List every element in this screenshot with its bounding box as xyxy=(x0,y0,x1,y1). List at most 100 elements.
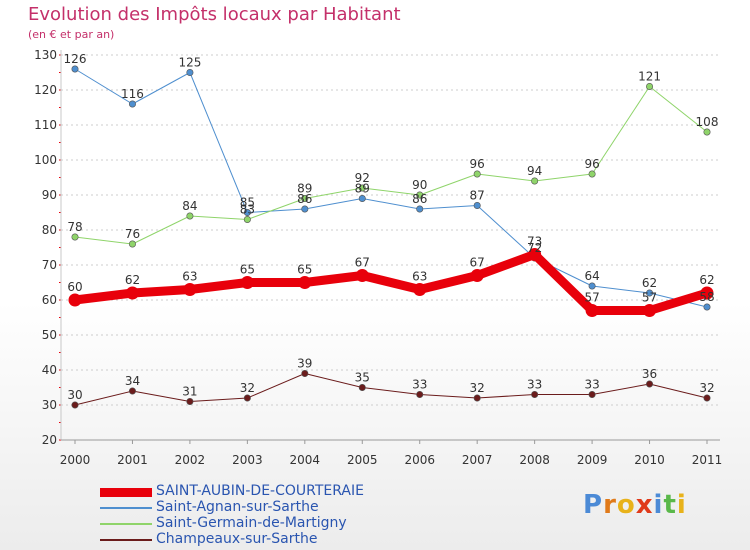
data-label: 31 xyxy=(182,385,197,399)
data-label: 65 xyxy=(297,263,312,277)
data-point xyxy=(531,177,539,185)
data-point xyxy=(125,286,139,300)
data-point xyxy=(358,195,366,203)
series-line xyxy=(74,68,708,308)
series-Champeaux-sur-Sarthe xyxy=(71,369,711,409)
x-tick-label: 2006 xyxy=(404,453,435,467)
y-tick-label: 20 xyxy=(42,433,57,447)
y-tick-label: 120 xyxy=(34,83,57,97)
data-label: 62 xyxy=(699,273,714,287)
data-point xyxy=(528,248,542,261)
data-point xyxy=(68,293,82,307)
legend-swatch xyxy=(100,507,152,509)
data-point xyxy=(588,170,596,178)
series-SAINT-AUBIN-DE-COURTERAIE xyxy=(68,248,714,317)
x-tick-label: 2003 xyxy=(232,453,263,467)
x-tick-labels: 2000 2001 2002 2003 2004 2005 2006 2007 2008 2009… xyxy=(60,453,723,467)
data-point xyxy=(243,216,251,224)
data-point xyxy=(416,390,424,398)
data-label: 86 xyxy=(297,192,312,206)
data-label: 62 xyxy=(642,276,657,290)
y-tick-label: 30 xyxy=(42,398,57,412)
data-label: 32 xyxy=(470,381,485,395)
proxiti-logo: Proxiti xyxy=(583,490,687,520)
data-label: 126 xyxy=(64,52,87,66)
data-point xyxy=(531,390,539,398)
data-label: 87 xyxy=(470,189,485,203)
data-point xyxy=(186,397,194,405)
data-point xyxy=(703,394,711,402)
series-Saint-Agnan-sur-Sarthe xyxy=(71,65,711,311)
data-point xyxy=(301,369,309,377)
data-label: 72 xyxy=(527,241,542,255)
data-point xyxy=(243,394,251,402)
legend-label: Saint-Germain-de-Martigny xyxy=(156,515,347,531)
data-point xyxy=(71,401,79,409)
data-label: 85 xyxy=(240,196,255,210)
x-tick-label: 2010 xyxy=(634,453,665,467)
data-point xyxy=(416,205,424,213)
data-point xyxy=(585,304,599,317)
logo-letter: t xyxy=(663,490,677,520)
data-point xyxy=(358,184,366,192)
grid-lines xyxy=(61,54,720,441)
data-point xyxy=(588,390,596,398)
data-label: 67 xyxy=(355,256,370,270)
data-label: 57 xyxy=(642,291,657,305)
data-point xyxy=(71,65,79,73)
series-line xyxy=(74,86,708,245)
data-point xyxy=(646,83,654,91)
data-label: 125 xyxy=(178,56,201,70)
axes xyxy=(59,50,720,444)
data-point xyxy=(588,282,596,290)
logo-letter: i xyxy=(676,490,687,520)
data-label: 90 xyxy=(412,178,427,192)
data-point xyxy=(243,209,251,217)
data-point xyxy=(355,269,369,282)
data-label: 32 xyxy=(240,381,255,395)
data-point xyxy=(473,202,481,210)
x-tick-label: 2004 xyxy=(290,453,321,467)
x-tick-label: 2007 xyxy=(462,453,493,467)
data-label: 33 xyxy=(527,378,542,392)
data-point xyxy=(71,233,79,241)
data-label: 35 xyxy=(355,371,370,385)
x-tick-label: 2000 xyxy=(60,453,91,467)
y-tick-label: 60 xyxy=(42,293,57,307)
data-label: 89 xyxy=(355,182,370,196)
data-point xyxy=(301,205,309,213)
data-label: 60 xyxy=(67,280,82,294)
data-point xyxy=(128,100,136,108)
data-point xyxy=(416,191,424,199)
data-point xyxy=(128,387,136,395)
legend-label: SAINT-AUBIN-DE-COURTERAIE xyxy=(156,483,364,499)
data-point xyxy=(646,380,654,388)
data-label: 63 xyxy=(412,270,427,284)
data-point xyxy=(700,286,714,300)
data-label: 73 xyxy=(527,235,542,249)
chart-subtitle: (en € et par an) xyxy=(28,28,115,41)
data-label: 121 xyxy=(638,70,661,84)
legend-label: Saint-Agnan-sur-Sarthe xyxy=(156,499,319,515)
y-tick-label: 50 xyxy=(42,328,57,342)
data-point xyxy=(473,170,481,178)
data-point xyxy=(240,276,254,289)
data-label: 33 xyxy=(584,378,599,392)
data-point xyxy=(128,240,136,248)
data-label: 86 xyxy=(412,192,427,206)
x-tick-label: 2001 xyxy=(117,453,148,467)
data-label: 89 xyxy=(297,182,312,196)
legend-swatch xyxy=(100,539,152,541)
data-label: 116 xyxy=(121,87,144,101)
data-point xyxy=(703,128,711,136)
data-label: 84 xyxy=(182,199,197,213)
data-label: 36 xyxy=(642,367,657,381)
data-label: 58 xyxy=(699,290,714,304)
data-point xyxy=(186,212,194,220)
x-tick-label: 2011 xyxy=(692,453,723,467)
data-point xyxy=(643,304,657,317)
data-label: 39 xyxy=(297,357,312,371)
data-point xyxy=(358,383,366,391)
